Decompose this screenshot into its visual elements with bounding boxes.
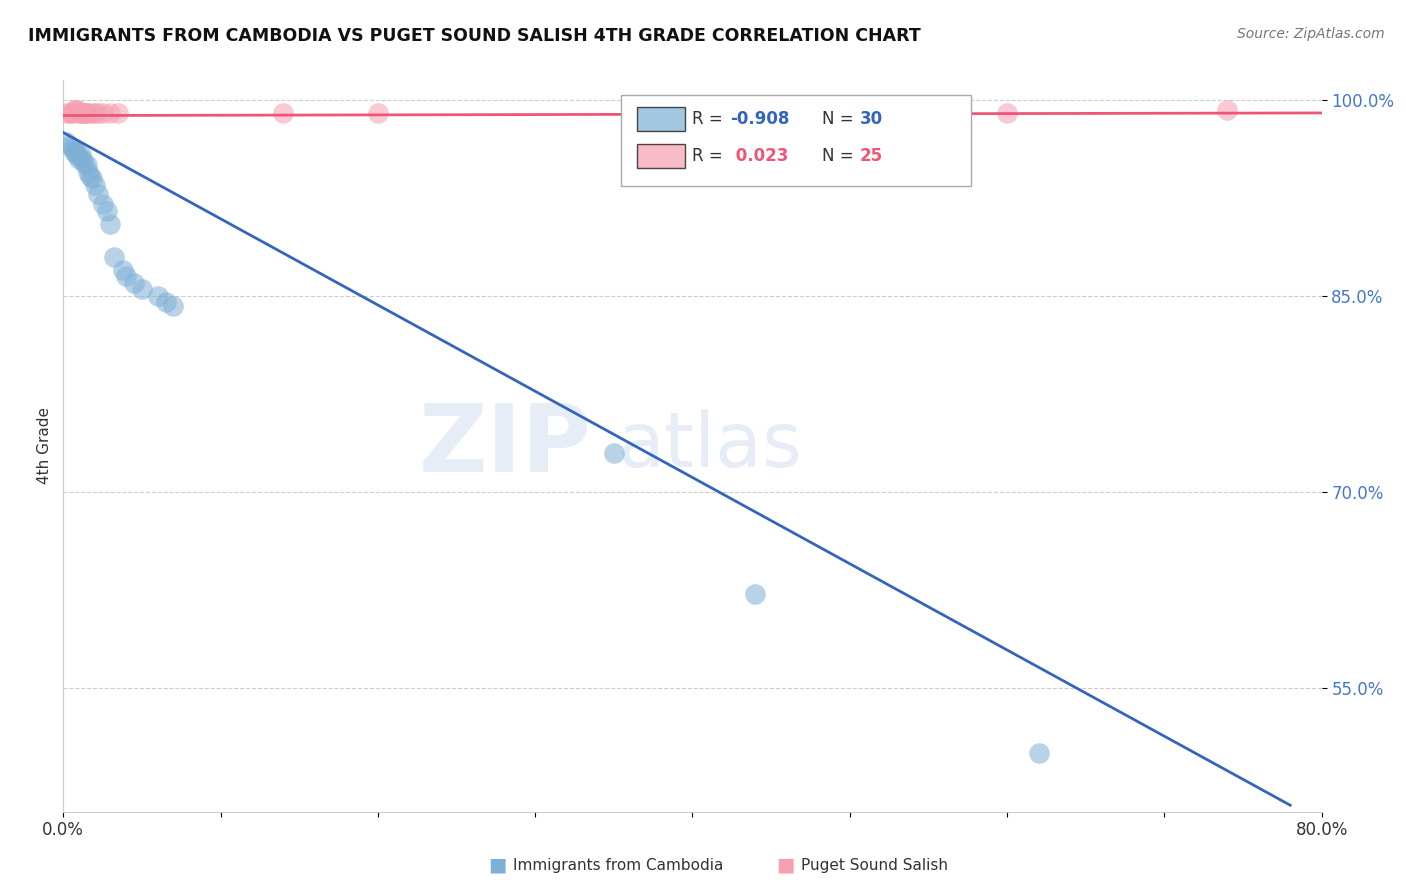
Point [70,106,93,120]
Text: -0.908: -0.908 [730,110,790,128]
Point [603,445,626,459]
Point [713,106,735,120]
Text: ■: ■ [488,855,506,875]
Point [122,276,145,290]
Text: Source: ZipAtlas.com: Source: ZipAtlas.com [1237,27,1385,41]
Point [744,586,766,600]
Point [77,106,100,120]
Point [76,106,98,120]
Point [66,103,89,118]
Point [100,217,122,231]
Point [146,289,169,303]
Point [273,106,295,120]
Point [91,106,114,120]
Text: ■: ■ [776,855,794,875]
Point [367,106,389,120]
Point [80,106,103,120]
Point [65,145,87,160]
Point [73,155,96,169]
Point [1028,746,1050,760]
Point [87,106,110,120]
FancyBboxPatch shape [620,95,970,186]
Point [91,197,114,211]
Point [63,145,86,160]
Point [83,178,105,192]
Point [83,106,105,120]
Point [995,106,1018,120]
Point [76,158,98,172]
Point [80,171,103,186]
Point [73,106,96,120]
Text: IMMIGRANTS FROM CAMBODIA VS PUGET SOUND SALISH 4TH GRADE CORRELATION CHART: IMMIGRANTS FROM CAMBODIA VS PUGET SOUND … [28,27,921,45]
Y-axis label: 4th Grade: 4th Grade [37,408,52,484]
Text: N =: N = [823,146,859,165]
Point [162,299,184,313]
Point [65,103,87,118]
Text: 30: 30 [860,110,883,128]
Text: R =: R = [692,146,728,165]
Point [131,282,153,296]
Point [58,106,80,120]
Point [62,141,84,155]
Point [1216,103,1239,118]
Point [69,106,91,120]
Point [155,295,177,310]
Point [70,152,93,166]
Point [75,106,97,120]
Point [107,106,129,120]
Point [77,164,100,178]
Point [55,135,77,149]
Text: atlas: atlas [617,409,801,483]
Text: ZIP: ZIP [419,400,592,492]
Point [67,152,90,166]
Text: R =: R = [692,110,728,128]
Point [55,106,77,120]
Point [100,106,122,120]
Point [66,147,89,161]
Point [79,169,101,183]
FancyBboxPatch shape [637,107,685,131]
Point [58,138,80,153]
Point [67,106,90,120]
FancyBboxPatch shape [637,144,685,168]
Text: 0.023: 0.023 [730,146,789,165]
Point [60,106,83,120]
Text: 25: 25 [860,146,883,165]
Point [103,250,125,264]
Text: Immigrants from Cambodia: Immigrants from Cambodia [513,858,724,872]
Text: N =: N = [823,110,859,128]
Point [96,203,118,218]
Point [112,262,135,277]
Point [69,147,91,161]
Point [62,106,84,120]
Point [115,269,138,284]
Text: Puget Sound Salish: Puget Sound Salish [801,858,949,872]
Point [63,103,86,118]
Point [87,186,110,201]
